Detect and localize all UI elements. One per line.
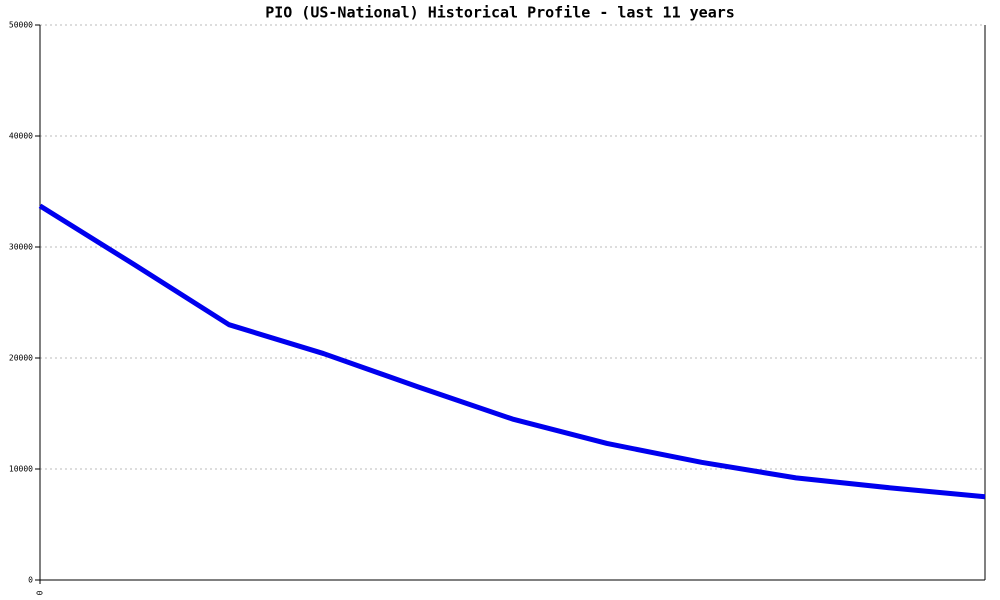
y-tick-label: 20000 (9, 354, 33, 363)
chart-title: PIO (US-National) Historical Profile - l… (265, 4, 735, 22)
x-tick-label: 0 (36, 590, 45, 595)
y-tick-label: 0 (28, 576, 33, 585)
data-line (38, 203, 986, 500)
y-tick-label: 50000 (9, 21, 33, 30)
y-tick-label: 30000 (9, 243, 33, 252)
y-tick-label: 40000 (9, 132, 33, 141)
y-tick-label: 10000 (9, 465, 33, 474)
